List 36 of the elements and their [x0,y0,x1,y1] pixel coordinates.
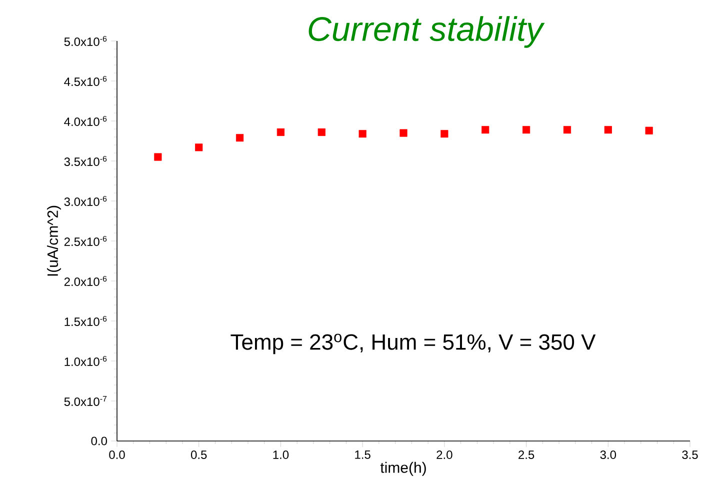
annotation: Temp = 23$^{o}$C, Hum = 51%, V = 350 V [230,334,596,354]
x-tick-label: 0.5 [190,450,207,460]
y-tick-label: 5.0x10$^{-6}$ [64,36,107,46]
y-tick-label: 3.0x10$^{-6}$ [64,196,107,206]
y-tick-label: 2.0x10$^{-6}$ [64,276,107,286]
x-tick-label: 1.5 [355,450,370,459]
x-tick-label: 1.0 [273,450,289,460]
chart-title: Current stability [308,16,545,48]
y-axis-title: I(uA/cm^2) [46,206,61,276]
x-tick-label: 2.0 [436,450,452,460]
point [440,130,448,138]
point [522,126,530,134]
point [318,128,326,136]
point [154,153,162,161]
y-tick-label: 1.5x10$^{-6}$ [64,316,107,326]
y-tick-label: 4.0x10$^{-6}$ [64,116,107,126]
y-tick-label: 3.5x10$^{-6}$ [64,156,107,166]
point [604,126,612,134]
x-tick-label: 3.5 [682,450,698,460]
point [400,129,408,137]
point [563,126,572,134]
y-tick-label: 2.5x10$^{-6}$ [64,236,107,246]
y-tick-label: 0.0 [91,436,108,446]
point [645,126,653,134]
point [195,144,203,152]
y-tick-label: 5.0x10$^{-7}$ [64,396,107,406]
y-tick-label: 4.5x10$^{-6}$ [64,76,107,86]
y-tick-label: 1.0x10$^{-6}$ [64,356,107,366]
point [482,126,490,134]
x-tick-label: 2.5 [518,450,534,460]
x-axis-title: time(h) [380,462,426,476]
x-tick-label: 3.0 [600,450,616,460]
point [276,128,285,136]
point [236,134,244,142]
point [358,130,366,138]
x-tick-label: 0.0 [109,450,125,460]
